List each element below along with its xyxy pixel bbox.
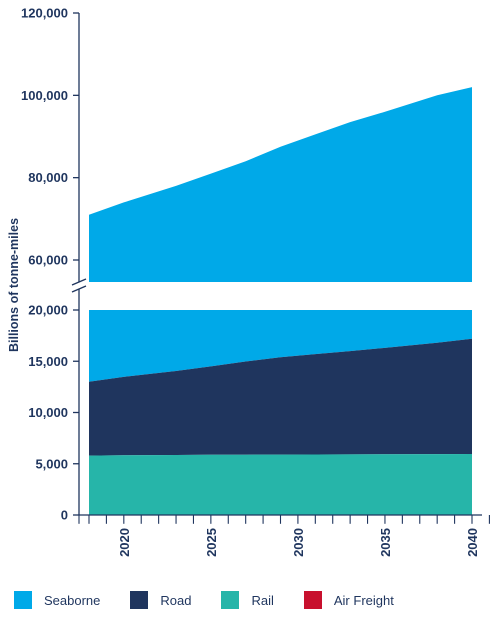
legend-swatch-road: [130, 591, 149, 609]
y-tick-label-upper-0: 60,000: [28, 253, 68, 268]
y-tick-label-lower-0: 0: [61, 508, 68, 523]
y-tick-label-lower-4: 20,000: [28, 303, 68, 318]
legend-label-road: Road: [160, 592, 192, 608]
y-tick-label-upper-2: 100,000: [21, 88, 68, 103]
area-seaborne-lower: [89, 310, 472, 382]
legend-item-road: Road: [130, 591, 191, 609]
legend-label-seaborne: Seaborne: [44, 592, 101, 608]
y-tick-label-lower-3: 15,000: [28, 354, 68, 369]
y-axis-title: Billions of tonne-miles: [7, 218, 21, 352]
y-tick-label-lower-1: 5,000: [35, 456, 68, 471]
legend-item-seaborne: Seaborne: [14, 591, 100, 609]
x-tick-label-0: 2020: [117, 528, 132, 557]
x-tick-label-4: 2040: [465, 528, 480, 557]
legend: Seaborne Road Rail Air Freight: [14, 591, 424, 609]
legend-label-rail: Rail: [251, 592, 274, 608]
x-tick-label-2: 2030: [291, 528, 306, 557]
legend-swatch-seaborne: [14, 591, 32, 609]
legend-item-rail: Rail: [221, 591, 274, 609]
legend-label-air-freight: Air Freight: [333, 592, 394, 608]
chart: 0 5,000 10,000 15,000 20,000 60,000 80,000 100,…: [7, 6, 490, 557]
y-tick-label-upper-3: 120,000: [21, 6, 68, 21]
area-seaborne-upper: [89, 87, 472, 282]
legend-swatch-air-freight: [303, 591, 322, 609]
x-tick-label-1: 2025: [204, 528, 219, 557]
area-rail: [89, 454, 472, 515]
legend-item-air-freight: Air Freight: [303, 591, 394, 609]
axis-break-gap: [69, 282, 477, 289]
x-tick-label-3: 2035: [378, 528, 393, 557]
y-tick-label-lower-2: 10,000: [28, 405, 68, 420]
y-tick-label-upper-1: 80,000: [28, 170, 68, 185]
legend-swatch-rail: [221, 591, 240, 609]
area-road: [89, 338, 472, 456]
